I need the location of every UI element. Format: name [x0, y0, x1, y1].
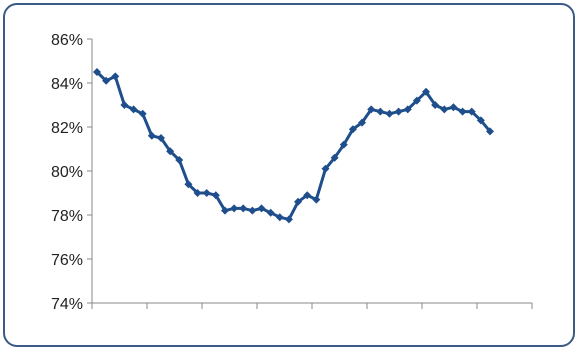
data-point-marker: [284, 215, 293, 224]
data-point-marker: [486, 127, 494, 136]
data-point-marker: [339, 140, 348, 149]
data-point-marker: [266, 208, 275, 217]
chart-frame: [3, 3, 575, 347]
data-point-marker: [239, 204, 248, 213]
y-tick-label: 82%: [51, 120, 83, 137]
y-tick-label: 76%: [51, 252, 83, 269]
data-point-marker: [175, 156, 184, 164]
data-point-marker: [358, 118, 367, 127]
y-tick-label: 80%: [51, 164, 83, 181]
data-point-marker: [321, 164, 330, 173]
data-point-marker: [476, 116, 485, 125]
data-point-marker: [367, 105, 376, 114]
data-point-marker: [211, 191, 220, 200]
data-point-marker: [458, 107, 467, 116]
data-point-marker: [385, 109, 394, 118]
data-point-marker: [166, 147, 175, 156]
data-point-marker: [184, 180, 193, 189]
y-tick-label: 84%: [51, 76, 83, 93]
data-point-marker: [422, 87, 431, 96]
axes: [87, 38, 533, 309]
data-point-marker: [102, 76, 111, 85]
data-point-marker: [449, 103, 458, 112]
data-point-marker: [93, 68, 101, 76]
data-point-marker: [138, 109, 147, 118]
y-tick-labels: 86% 84% 82% 80% 78% 76% 74%: [51, 32, 83, 313]
data-point-marker: [193, 189, 202, 197]
data-point-marker: [330, 153, 339, 162]
data-point-marker: [403, 105, 412, 114]
series-line-group: [93, 68, 494, 224]
data-point-marker: [467, 107, 476, 116]
data-point-marker: [431, 101, 440, 109]
data-point-marker: [111, 72, 120, 81]
data-point-marker: [440, 105, 449, 114]
data-point-marker: [220, 206, 229, 215]
data-point-marker: [257, 204, 266, 213]
y-tick-label: 86%: [51, 32, 83, 49]
data-point-marker: [230, 204, 239, 213]
data-point-marker: [394, 107, 403, 116]
data-point-marker: [303, 191, 312, 200]
y-tick-label: 74%: [51, 296, 83, 313]
series-line: [95, 70, 492, 221]
data-point-marker: [120, 101, 129, 109]
data-point-marker: [202, 189, 211, 197]
data-point-marker: [275, 213, 284, 222]
data-point-marker: [294, 197, 303, 206]
data-point-marker: [147, 131, 156, 140]
data-point-marker: [412, 96, 421, 105]
y-tick-label: 78%: [51, 208, 83, 225]
data-point-marker: [348, 125, 357, 134]
data-point-marker: [248, 206, 257, 215]
data-point-marker: [129, 105, 138, 114]
data-point-marker: [376, 107, 385, 116]
data-point-marker: [156, 134, 165, 142]
data-point-marker: [312, 195, 321, 204]
